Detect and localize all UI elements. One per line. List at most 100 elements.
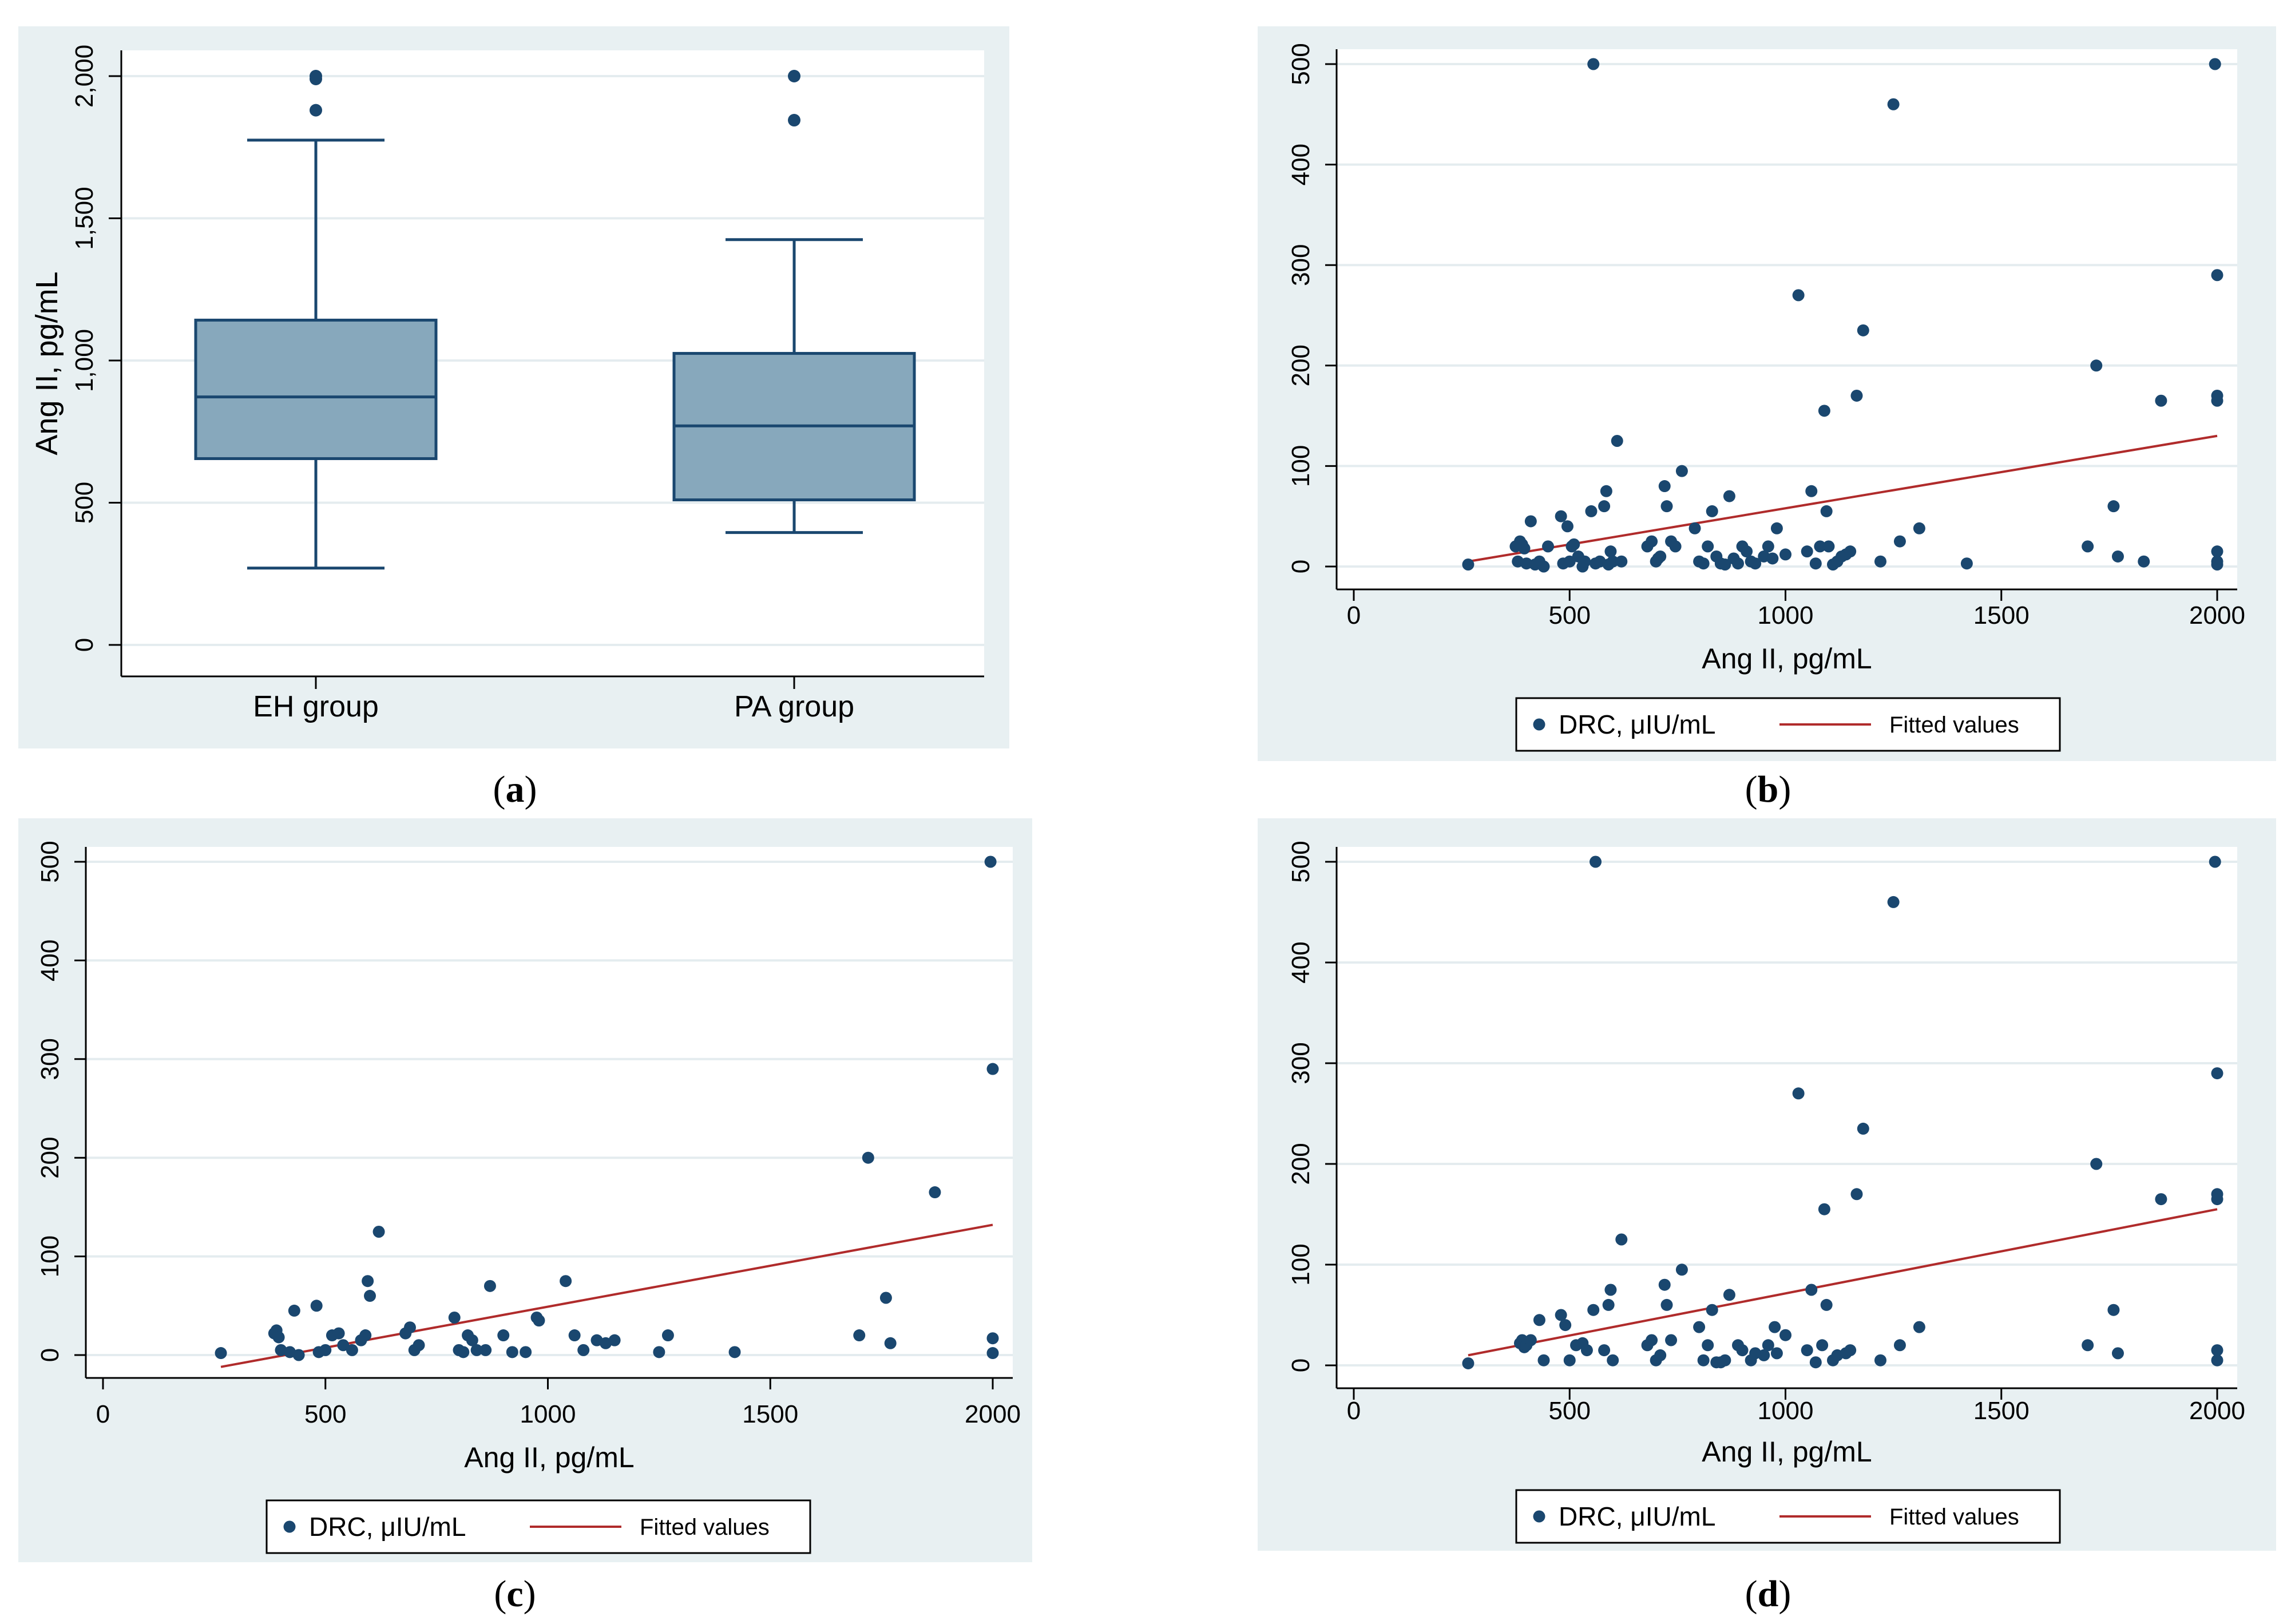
- legend-label-fitted-b: Fitted values: [1889, 712, 2019, 738]
- data-point: [1723, 1289, 1735, 1301]
- ytick-label-d: 400: [1287, 941, 1315, 983]
- xtick-label-d: 0: [1347, 1397, 1361, 1425]
- ytick-label-a: 1,500: [70, 187, 98, 249]
- data-point: [560, 1275, 572, 1288]
- data-point: [1820, 1298, 1833, 1311]
- data-point: [1646, 1334, 1658, 1346]
- data-point: [470, 1344, 483, 1356]
- xtick-label-d: 500: [1549, 1397, 1591, 1425]
- data-point: [483, 1280, 496, 1292]
- data-point: [986, 1347, 999, 1360]
- data-point: [2082, 1339, 2094, 1352]
- xtick-label-c: 0: [96, 1400, 110, 1428]
- data-point: [2090, 1158, 2103, 1170]
- data-point: [2107, 1304, 2120, 1316]
- data-point: [1850, 1188, 1863, 1201]
- data-point: [1611, 435, 1623, 447]
- data-point: [292, 1349, 305, 1361]
- data-point: [1607, 555, 1619, 568]
- data-point: [1809, 557, 1822, 570]
- data-point: [1665, 1334, 1678, 1346]
- caption-a-letter: a: [505, 769, 525, 810]
- fitted-line-c: [220, 1223, 993, 1368]
- legend-marker-c: [283, 1520, 296, 1533]
- data-point: [1675, 1263, 1688, 1276]
- data-point: [215, 1347, 227, 1360]
- ytick-label-c: 300: [36, 1038, 64, 1080]
- data-point: [1693, 1321, 1706, 1333]
- data-point: [929, 1186, 941, 1199]
- data-point: [1598, 500, 1611, 513]
- data-point: [1706, 1304, 1718, 1316]
- data-point: [2138, 555, 2150, 568]
- data-point: [2209, 58, 2221, 70]
- outlier-point: [310, 70, 322, 82]
- data-point: [1874, 555, 1886, 568]
- data-point: [1814, 540, 1826, 553]
- ytick-label-a: 1,000: [70, 329, 98, 392]
- data-point: [2211, 545, 2223, 558]
- ytick-label-a: 0: [70, 638, 98, 652]
- data-point: [1719, 558, 1731, 571]
- data-point: [1590, 855, 1602, 868]
- data-point: [1697, 1354, 1710, 1366]
- xtick-label-d: 1500: [1973, 1397, 2030, 1425]
- data-point: [448, 1311, 461, 1324]
- data-point: [1669, 540, 1682, 553]
- ytick-label-a: 500: [70, 482, 98, 524]
- xtick-label-c: 1500: [742, 1400, 798, 1428]
- data-point: [1658, 1278, 1671, 1291]
- ytick-label-b: 300: [1287, 244, 1315, 286]
- data-point: [1563, 1354, 1576, 1366]
- data-point: [568, 1329, 581, 1342]
- data-point: [359, 1329, 372, 1342]
- data-point: [1741, 545, 1753, 558]
- data-point: [1602, 1298, 1615, 1311]
- data-point: [728, 1346, 741, 1358]
- plot-area-c: [86, 847, 1013, 1378]
- data-point: [879, 1292, 892, 1304]
- data-point: [288, 1304, 300, 1317]
- data-point: [413, 1339, 425, 1352]
- caption-a: (a): [493, 769, 537, 810]
- legend-label-drc-b: DRC, μIU/mL: [1559, 710, 1715, 739]
- outlier-point: [788, 114, 800, 127]
- outlier-point: [310, 104, 322, 117]
- data-point: [853, 1329, 866, 1342]
- data-point: [2111, 1347, 2124, 1360]
- data-point: [2211, 389, 2223, 402]
- xtick-label-b: 1000: [1758, 601, 1814, 629]
- data-point: [1654, 550, 1667, 563]
- data-point: [1587, 1304, 1600, 1316]
- x-axis-label-b: Ang II, pg/mL: [1702, 643, 1872, 675]
- plot-area-b: [1337, 49, 2237, 589]
- x-axis-label-c: Ang II, pg/mL: [464, 1441, 634, 1474]
- data-point: [1533, 1314, 1545, 1326]
- xtick-label-d: 1000: [1758, 1397, 1814, 1425]
- data-point: [362, 1275, 374, 1288]
- caption-d-letter: d: [1757, 1573, 1779, 1615]
- legend-label-fitted-d: Fitted values: [1889, 1504, 2019, 1530]
- data-point: [272, 1331, 285, 1344]
- ytick-label-b: 200: [1287, 344, 1315, 386]
- data-point: [1818, 405, 1830, 417]
- category-label-2: PA group: [734, 690, 854, 723]
- data-point: [1857, 1122, 1869, 1135]
- xtick-label-d: 2000: [2189, 1397, 2245, 1425]
- data-point: [2211, 1188, 2223, 1201]
- data-point: [1818, 1203, 1830, 1215]
- data-point: [1654, 1349, 1667, 1361]
- data-point: [1857, 324, 1869, 336]
- data-point: [1579, 555, 1591, 568]
- outlier-point: [788, 70, 800, 82]
- ytick-label-c: 100: [36, 1235, 64, 1277]
- data-point: [1960, 557, 1973, 570]
- data-point: [1805, 485, 1818, 497]
- data-point: [2155, 1193, 2167, 1206]
- data-point: [653, 1346, 665, 1358]
- data-point: [1850, 389, 1863, 402]
- ytick-label-b: 400: [1287, 144, 1315, 185]
- data-point: [2090, 359, 2103, 372]
- data-point: [1816, 1339, 1829, 1352]
- data-point: [2111, 550, 2124, 563]
